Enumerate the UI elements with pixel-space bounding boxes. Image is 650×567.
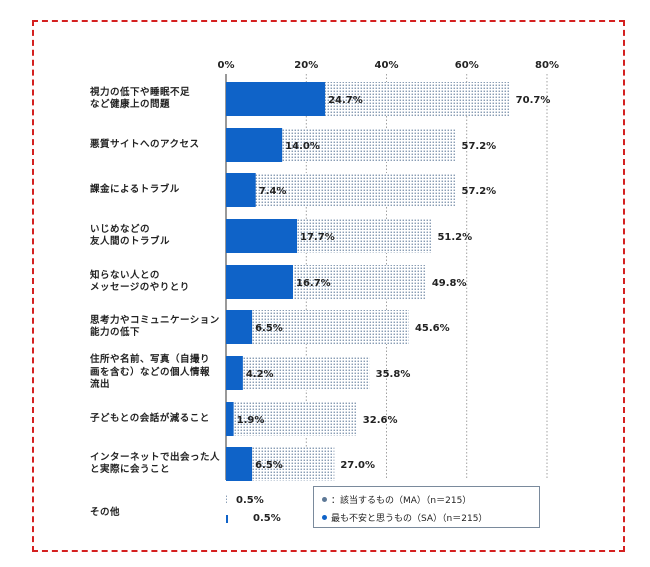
- value-label-sa: 1.9%: [237, 415, 265, 426]
- dashed-frame: [32, 20, 625, 552]
- value-label-ma: 0.5%: [236, 495, 264, 506]
- category-label: いじめなどの 友人間のトラブル: [90, 223, 171, 248]
- category-label: 思考力やコミュニケーション 能力の低下: [90, 314, 220, 339]
- bar-sa: [226, 447, 253, 481]
- value-label-ma: 32.6%: [363, 415, 398, 426]
- value-label-ma: 57.2%: [462, 186, 497, 197]
- bar-ma: [226, 173, 456, 207]
- category-label: 知らない人との メッセージのやりとり: [90, 269, 190, 294]
- value-label-sa: 7.4%: [259, 186, 287, 197]
- category-label: その他: [90, 506, 121, 518]
- legend-label-ma: ：該当するもの（MA）（n＝215）: [331, 496, 472, 506]
- legend: ：該当するもの（MA）（n＝215） 最も不安と思うもの（SA）（n＝215）: [313, 486, 540, 528]
- bar-sa: [226, 219, 298, 253]
- x-tick-label: 0%: [218, 60, 235, 71]
- value-label-sa: 24.7%: [328, 95, 363, 106]
- category-label: インターネットで出会った人 と実際に会うこと: [90, 451, 221, 476]
- bar-sa: [226, 173, 256, 207]
- bar-ma: [226, 310, 409, 344]
- value-label-ma: 27.0%: [340, 460, 375, 471]
- value-label-ma: 49.8%: [432, 278, 467, 289]
- value-label-sa: 6.5%: [255, 323, 283, 334]
- value-label-sa: 16.7%: [296, 278, 331, 289]
- value-label-sa: 17.7%: [300, 232, 335, 243]
- value-label-ma: 45.6%: [415, 323, 450, 334]
- category-label: 悪質サイトへのアクセス: [90, 138, 200, 150]
- value-label-sa: 4.2%: [246, 369, 274, 380]
- category-label: 住所や名前、写真（自撮り 画を含む）などの個人情報 流出: [90, 354, 211, 391]
- value-label-ma: 70.7%: [516, 95, 551, 106]
- x-tick-label: 20%: [294, 60, 318, 71]
- bar-sa: [226, 265, 294, 299]
- value-label-sa: 6.5%: [255, 460, 283, 471]
- bar-ma: [226, 356, 370, 390]
- legend-item-ma: ：該当するもの（MA）（n＝215）: [322, 493, 471, 506]
- bar-sa: [226, 356, 243, 390]
- x-tick-label: 40%: [375, 60, 399, 71]
- value-label-ma: 57.2%: [462, 141, 497, 152]
- bar-sa: [226, 82, 326, 116]
- legend-swatch-ma: [322, 497, 327, 502]
- bar-sa: [226, 402, 234, 436]
- category-label: 子どもとの会話が減ること: [90, 412, 210, 424]
- value-label-sa: 0.5%: [253, 513, 281, 524]
- value-label-sa: 14.0%: [285, 141, 320, 152]
- bar-sa: [226, 128, 283, 162]
- category-label: 視力の低下や睡眠不足 など健康上の問題: [90, 86, 191, 111]
- bar-sa: [226, 515, 229, 523]
- category-label: 課金によるトラブル: [90, 183, 180, 195]
- value-label-ma: 35.8%: [376, 369, 411, 380]
- x-tick-label: 80%: [535, 60, 559, 71]
- x-tick-label: 60%: [455, 60, 479, 71]
- bar-sa: [226, 310, 253, 344]
- bar-ma: [226, 402, 357, 436]
- bar-ma: [226, 495, 229, 503]
- legend-label-sa: 最も不安と思うもの（SA）（n＝215）: [331, 514, 488, 524]
- value-label-ma: 51.2%: [437, 232, 472, 243]
- legend-item-sa: 最も不安と思うもの（SA）（n＝215）: [322, 511, 487, 524]
- legend-swatch-sa: [322, 515, 327, 520]
